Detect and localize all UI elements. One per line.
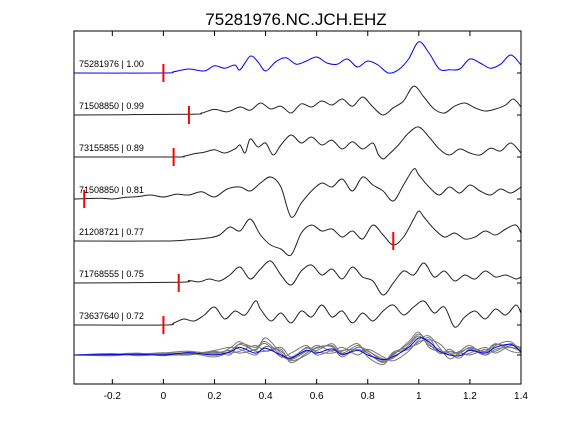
x-tick-label-1: 0: [161, 391, 167, 402]
stack-overlay-group: [73, 331, 522, 366]
trace-label-5: 21208721 | 0.77: [79, 227, 144, 237]
stack-reference-trace: [73, 337, 522, 361]
stack-overlay-5: [73, 337, 522, 364]
stack-overlay-4: [73, 335, 522, 362]
trace-group: [73, 41, 522, 328]
x-tick-label-7: 1.2: [463, 391, 477, 402]
x-tick-label-2: 0.2: [208, 391, 222, 402]
x-tick-label-3: 0.4: [259, 391, 273, 402]
chart-title: 75281976.NC.JCH.EHZ: [205, 10, 386, 29]
x-tick-label-6: 1: [416, 391, 422, 402]
trace-1: [73, 41, 522, 74]
trace-label-6: 71768555 | 0.75: [79, 269, 144, 279]
x-tick-label-8: 1.4: [514, 391, 528, 402]
x-axis: -0.2 0 0.2 0.4 0.6 0.8 1 1.2 1.4: [104, 31, 528, 402]
trace-label-3: 73155855 | 0.89: [79, 143, 144, 153]
trace-7: [73, 300, 522, 328]
trace-5: [73, 210, 522, 257]
trace-2: [73, 85, 522, 116]
stack-overlay-6: [73, 331, 522, 362]
plot-frame: [73, 30, 522, 385]
stack-overlay-3: [73, 339, 522, 366]
stack-overlay-2: [73, 335, 522, 364]
x-tick-label-0: -0.2: [104, 391, 122, 402]
pick-marker-group: [83, 64, 395, 334]
x-tick-label-5: 0.8: [361, 391, 375, 402]
trace-label-4: 71508850 | 0.81: [79, 185, 144, 195]
trace-label-2: 71508850 | 0.99: [79, 101, 144, 111]
trace-label-7: 73637640 | 0.72: [79, 311, 144, 321]
x-tick-label-4: 0.6: [310, 391, 324, 402]
trace-4: [73, 168, 522, 218]
trace-6: [73, 260, 522, 296]
trace-label-group: 75281976 | 1.00 71508850 | 0.99 73155855 |…: [79, 59, 144, 321]
trace-3: [73, 126, 522, 160]
trace-label-1: 75281976 | 1.00: [79, 59, 144, 69]
